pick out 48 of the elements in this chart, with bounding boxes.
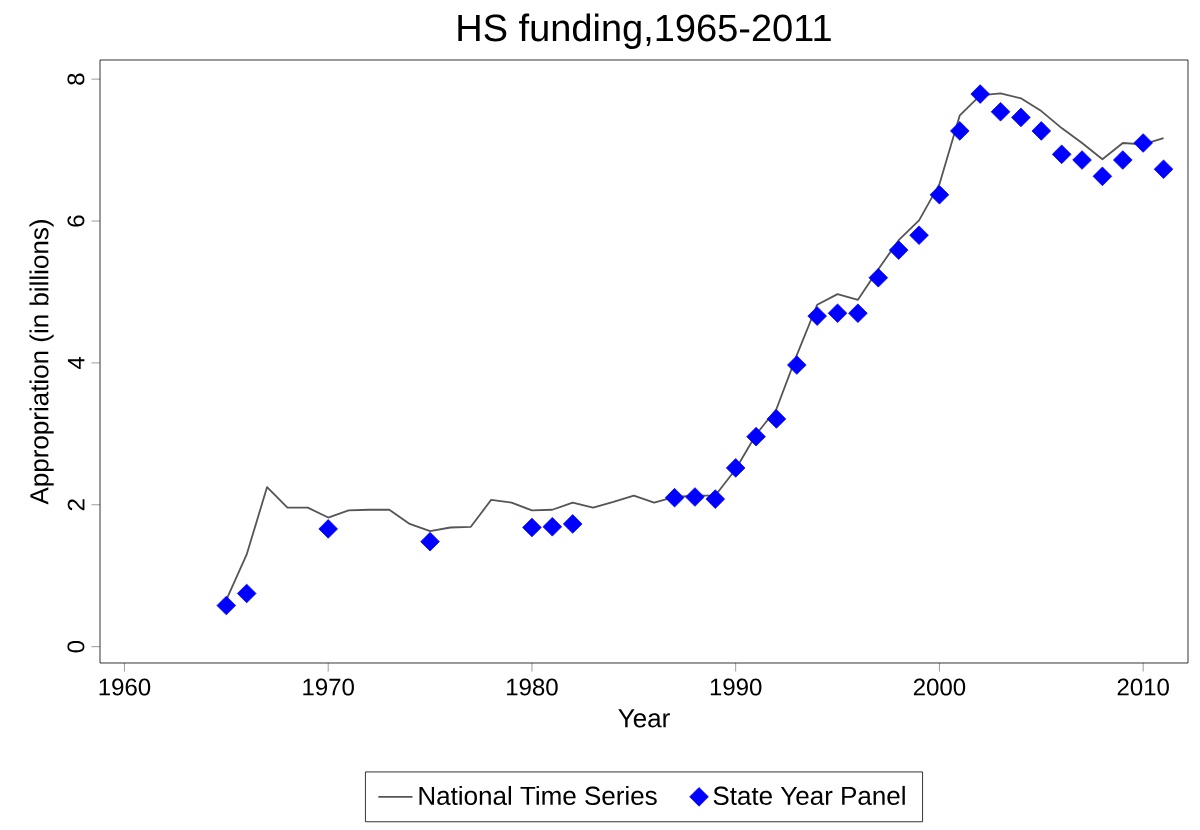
point	[542, 517, 563, 537]
chart-title: HS funding,1965-2011	[458, 13, 831, 49]
point	[1133, 133, 1153, 153]
point	[216, 595, 237, 616]
x-tick-label: 1990	[710, 678, 762, 696]
point	[807, 306, 827, 326]
y-axis-title: Appropriation (in billions)	[29, 220, 54, 505]
point	[664, 487, 685, 508]
x-tick-label: 2000	[913, 678, 966, 696]
y-tick-label: 4	[67, 356, 85, 370]
point	[1113, 150, 1133, 170]
legend-label: National Time Series	[419, 785, 657, 806]
point	[827, 303, 848, 323]
y-tick-label: 0	[67, 640, 85, 653]
point	[705, 489, 726, 509]
point	[868, 268, 889, 288]
point	[766, 409, 787, 429]
y-tick-label: 2	[67, 499, 85, 511]
point	[848, 303, 868, 323]
point	[1051, 144, 1072, 165]
point	[1092, 166, 1113, 187]
legend-label: State Year Panel	[713, 785, 905, 806]
point	[562, 514, 583, 534]
point	[950, 121, 970, 141]
point	[318, 519, 338, 539]
point	[522, 517, 542, 538]
point	[787, 355, 807, 375]
point	[746, 426, 766, 447]
point	[970, 84, 990, 104]
point	[1011, 107, 1031, 128]
x-tick-label: 2010	[1117, 678, 1169, 696]
point	[909, 225, 929, 245]
y-tick-label: 6	[67, 215, 85, 227]
point	[420, 531, 440, 552]
x-tick-label: 1960	[99, 678, 151, 696]
x-tick-label: 1980	[507, 678, 558, 696]
point	[1072, 150, 1092, 170]
point	[990, 102, 1011, 122]
x-axis-title: Year	[618, 709, 670, 728]
point	[929, 185, 950, 205]
point	[888, 240, 909, 260]
point	[1153, 159, 1174, 179]
point	[725, 458, 746, 478]
y-tick-label: 8	[67, 73, 85, 85]
point	[685, 487, 705, 507]
x-tick-label: 1970	[303, 678, 354, 696]
point	[1031, 121, 1052, 141]
point	[236, 583, 257, 604]
